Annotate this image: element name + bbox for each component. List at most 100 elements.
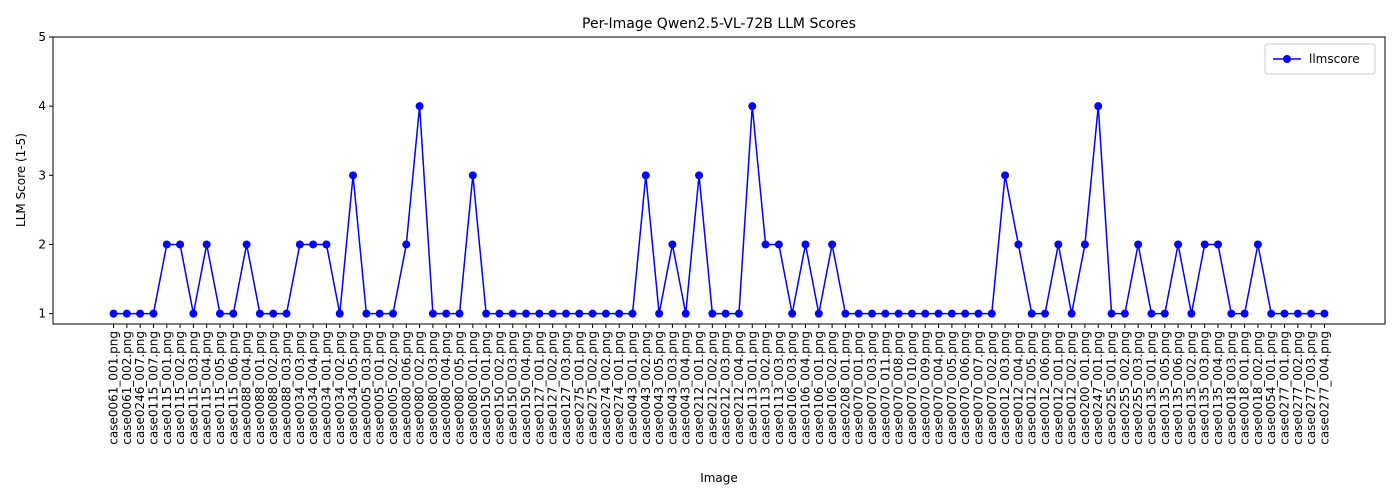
x-tick-label: case0200_001.png [1078,331,1092,445]
x-tick-label: case0070_008.png [892,331,906,445]
point [176,240,185,249]
x-tick-label: case0070_004.png [932,331,946,445]
point [215,309,224,318]
point [575,309,584,318]
x-tick-label: case0088_003.png [280,331,294,445]
point [655,309,664,318]
x-tick-label: case0018_003.png [1224,331,1238,445]
x-tick-label: case0106_004.png [798,331,812,445]
x-tick-label: case0018_001.png [1238,331,1252,445]
x-tick-label: case0005_002.png [386,331,400,445]
point [122,309,131,318]
point [255,309,264,318]
point [828,240,837,249]
x-tick-label: case0115_007.png [146,331,160,445]
x-tick-label: case0150_004.png [519,331,533,445]
x-tick-label: case0277_003.png [1304,331,1318,445]
point [415,102,424,111]
point [349,171,358,180]
point [1080,240,1089,249]
x-tick-label: case0106_003.png [785,331,799,445]
point [482,309,491,318]
x-tick-label: case0115_005.png [213,331,227,445]
x-tick-label: case0080_001.png [466,331,480,445]
point [1240,309,1249,318]
point [229,309,238,318]
x-tick-label: case0034_004.png [306,331,320,445]
x-tick-label: case0034_001.png [319,331,333,445]
point [269,309,278,318]
point [974,309,983,318]
x-tick-label: case0054_001.png [1264,331,1278,445]
x-tick-label: case0115_004.png [200,331,214,445]
point [1054,240,1063,249]
x-tick-label: case0018_002.png [1251,331,1265,445]
x-tick-label: case0070_009.png [918,331,932,445]
point [788,309,797,318]
x-tick-label: case0080_003.png [426,331,440,445]
point [987,309,996,318]
x-tick-label: case0043_002.png [639,331,653,445]
x-tick-label: case0135_003.png [1198,331,1212,445]
x-tick-label: case0088_001.png [253,331,267,445]
x-tick-label: case0070_001.png [852,331,866,445]
x-tick-label: case0212_001.png [692,331,706,445]
point [109,309,118,318]
point [801,240,810,249]
point [495,309,504,318]
point [695,171,704,180]
x-tick-label: case0212_002.png [705,331,719,445]
x-tick-label: case0080_004.png [439,331,453,445]
point [1107,309,1116,318]
x-tick-label: case0043_005.png [652,331,666,445]
x-tick-label: case0135_005.png [1158,331,1172,445]
point [907,309,916,318]
point [881,309,890,318]
x-tick-label: case0135_002.png [1184,331,1198,445]
x-tick-label: case0070_006.png [958,331,972,445]
x-tick-label: case0005_003.png [359,331,373,445]
point [668,240,677,249]
x-tick-label: case0277_001.png [1278,331,1292,445]
point [468,171,477,180]
point [774,240,783,249]
x-tick-label: case0061_002.png [120,331,134,445]
x-tick-label: case0012_006.png [1038,331,1052,445]
x-tick-label: case0106_001.png [812,331,826,445]
x-tick-label: case0005_001.png [373,331,387,445]
point [761,240,770,249]
point [748,102,757,111]
point [934,309,943,318]
x-tick-label: case0080_005.png [453,331,467,445]
point [362,309,371,318]
x-tick-label: case0255_002.png [1118,331,1132,445]
x-tick-label: case0150_002.png [492,331,506,445]
point [402,240,411,249]
point [1174,240,1183,249]
x-tick-label: case0080_002.png [413,331,427,445]
x-tick-label: case0212_003.png [719,331,733,445]
point [734,309,743,318]
x-tick-label: case0255_001.png [1105,331,1119,445]
point [1027,309,1036,318]
point [1120,309,1129,318]
x-tick-label: case0088_004.png [240,331,254,445]
x-tick-label: case0043_004.png [679,331,693,445]
x-tick-label: case0135_006.png [1171,331,1185,445]
point [1267,309,1276,318]
x-tick-label: case0034_003.png [293,331,307,445]
point [1227,309,1236,318]
point [1214,240,1223,249]
x-tick-label: case0150_003.png [506,331,520,445]
x-tick-label: case0113_002.png [759,331,773,445]
x-tick-label: case0135_004.png [1211,331,1225,445]
x-tick-label: case0277_004.png [1317,331,1331,445]
legend-box [1264,43,1376,75]
point [814,309,823,318]
line [113,106,1325,315]
point [1280,309,1289,318]
point [947,309,956,318]
point [428,309,437,318]
point [162,240,171,249]
x-tick-label: case0070_010.png [905,331,919,445]
